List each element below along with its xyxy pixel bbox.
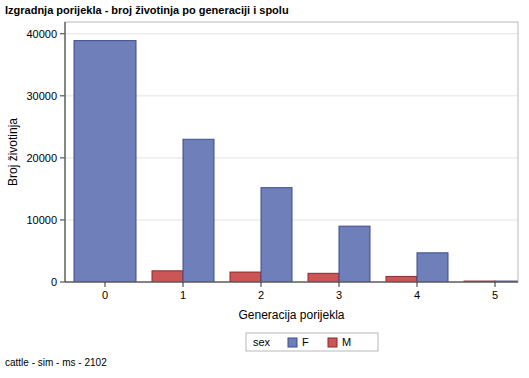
x-label: Generacija porijekla: [238, 308, 344, 322]
bar: [308, 273, 339, 282]
plot-frame: [65, 22, 518, 282]
bar: [74, 41, 136, 282]
bar: [183, 139, 214, 282]
tick-mark: [60, 282, 65, 283]
tick-label: 4: [414, 289, 420, 301]
bar: [386, 276, 417, 282]
tick-label: 10000: [26, 214, 57, 226]
tick-label: 30000: [26, 90, 57, 102]
tick-label: 2: [258, 289, 264, 301]
legend-box: [246, 333, 378, 351]
legend-label: M: [342, 336, 351, 348]
tick-mark: [60, 157, 65, 158]
x-axis: [65, 282, 518, 283]
tick-mark: [60, 219, 65, 220]
bars: [74, 41, 518, 282]
footnote: cattle - sim - ms - 2102: [5, 357, 107, 368]
tick-label: 20000: [26, 152, 57, 164]
bar: [230, 272, 261, 282]
tick-mark: [261, 282, 262, 287]
tick-mark: [60, 95, 65, 96]
legend-swatch: [328, 338, 337, 347]
bar: [261, 188, 292, 282]
tick-label: 0: [51, 276, 57, 288]
legend-label: F: [302, 336, 309, 348]
tick-mark: [183, 282, 184, 287]
grid-line: [65, 33, 518, 34]
tick-mark: [495, 282, 496, 287]
y-label: Broj životinja: [6, 118, 20, 186]
y-axis: [65, 22, 66, 282]
bar: [152, 271, 183, 282]
bar: [417, 253, 448, 282]
tick-label: 40000: [26, 28, 57, 40]
tick-mark: [105, 282, 106, 287]
grid-line: [65, 282, 518, 283]
legend-title: sex: [253, 336, 271, 348]
tick-label: 0: [102, 289, 108, 301]
tick-label: 1: [180, 289, 186, 301]
bar: [339, 226, 370, 282]
tick-mark: [339, 282, 340, 287]
tick-mark: [417, 282, 418, 287]
chart: Izgradnja porijekla - broj životinja po …: [0, 0, 529, 378]
title: Izgradnja porijekla - broj životinja po …: [5, 4, 289, 16]
legend: sex F M: [246, 333, 378, 351]
tick-mark: [60, 33, 65, 34]
tick-label: 5: [492, 289, 498, 301]
legend-swatch: [288, 338, 297, 347]
tick-label: 3: [336, 289, 342, 301]
